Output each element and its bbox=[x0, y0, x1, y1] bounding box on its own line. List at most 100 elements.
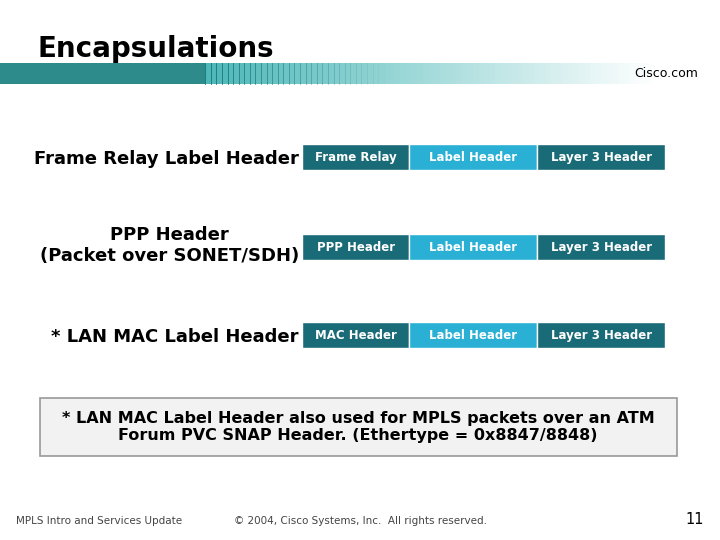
Text: MAC Header: MAC Header bbox=[315, 329, 397, 342]
Bar bbox=[302, 322, 409, 348]
Bar bbox=[294, 63, 301, 84]
Bar bbox=[484, 63, 490, 84]
Bar bbox=[317, 63, 323, 84]
Bar bbox=[618, 63, 624, 84]
Text: Label Header: Label Header bbox=[429, 151, 517, 164]
Bar bbox=[266, 63, 273, 84]
Bar bbox=[328, 63, 334, 84]
Bar bbox=[613, 63, 619, 84]
Bar bbox=[367, 63, 373, 84]
Bar bbox=[40, 398, 677, 456]
Bar bbox=[540, 63, 546, 84]
Bar bbox=[417, 63, 423, 84]
Bar bbox=[596, 63, 602, 84]
Bar bbox=[629, 63, 636, 84]
Bar bbox=[523, 63, 530, 84]
Bar bbox=[534, 63, 541, 84]
Bar bbox=[528, 63, 535, 84]
Bar bbox=[356, 63, 362, 84]
Text: Layer 3 Header: Layer 3 Header bbox=[551, 329, 652, 342]
Bar bbox=[284, 63, 289, 84]
Text: Cisco.com: Cisco.com bbox=[634, 67, 698, 80]
Bar bbox=[546, 63, 552, 84]
Bar bbox=[490, 63, 496, 84]
Text: PPP Header: PPP Header bbox=[317, 241, 395, 254]
Bar bbox=[473, 63, 480, 84]
Bar bbox=[409, 234, 537, 260]
Bar bbox=[0, 63, 205, 84]
Text: Encapsulations: Encapsulations bbox=[37, 35, 274, 63]
Bar bbox=[261, 63, 267, 84]
Bar bbox=[562, 63, 569, 84]
Bar bbox=[495, 63, 502, 84]
Bar bbox=[250, 63, 256, 84]
Bar bbox=[537, 234, 665, 260]
Bar bbox=[211, 63, 217, 84]
Bar bbox=[272, 63, 279, 84]
Text: Frame Relay Label Header: Frame Relay Label Header bbox=[34, 150, 299, 168]
Bar bbox=[350, 63, 356, 84]
Text: Label Header: Label Header bbox=[429, 241, 517, 254]
Bar bbox=[378, 63, 384, 84]
Bar bbox=[601, 63, 608, 84]
Bar bbox=[440, 63, 446, 84]
Bar bbox=[462, 63, 468, 84]
Bar bbox=[384, 63, 390, 84]
Bar bbox=[311, 63, 318, 84]
Bar bbox=[345, 63, 351, 84]
Bar bbox=[409, 144, 537, 170]
Bar bbox=[467, 63, 474, 84]
Bar bbox=[216, 63, 222, 84]
Bar bbox=[390, 63, 396, 84]
Bar bbox=[635, 63, 642, 84]
Bar bbox=[373, 63, 379, 84]
Bar bbox=[233, 63, 239, 84]
Bar bbox=[300, 63, 306, 84]
Bar bbox=[395, 63, 401, 84]
Bar bbox=[423, 63, 429, 84]
Bar bbox=[641, 63, 647, 84]
Bar bbox=[305, 63, 312, 84]
Bar bbox=[428, 63, 435, 84]
Bar bbox=[222, 63, 228, 84]
Bar bbox=[624, 63, 630, 84]
Bar bbox=[339, 63, 346, 84]
Bar bbox=[507, 63, 513, 84]
Bar bbox=[238, 63, 245, 84]
Bar bbox=[479, 63, 485, 84]
Bar bbox=[406, 63, 413, 84]
Bar bbox=[590, 63, 597, 84]
Bar bbox=[256, 63, 262, 84]
Bar bbox=[409, 322, 537, 348]
Bar bbox=[568, 63, 575, 84]
Bar bbox=[456, 63, 463, 84]
Text: © 2004, Cisco Systems, Inc.  All rights reserved.: © 2004, Cisco Systems, Inc. All rights r… bbox=[233, 516, 487, 526]
Bar bbox=[574, 63, 580, 84]
Bar bbox=[289, 63, 295, 84]
Text: Layer 3 Header: Layer 3 Header bbox=[551, 151, 652, 164]
Text: * LAN MAC Label Header: * LAN MAC Label Header bbox=[51, 328, 299, 347]
Text: Frame Relay: Frame Relay bbox=[315, 151, 397, 164]
Bar bbox=[537, 322, 665, 348]
Bar bbox=[579, 63, 585, 84]
Bar bbox=[434, 63, 440, 84]
Text: 11: 11 bbox=[685, 511, 704, 526]
Bar bbox=[585, 63, 591, 84]
Bar bbox=[451, 63, 457, 84]
Bar bbox=[445, 63, 451, 84]
Bar bbox=[323, 63, 328, 84]
Text: Label Header: Label Header bbox=[429, 329, 517, 342]
Bar bbox=[205, 63, 212, 84]
Bar bbox=[244, 63, 251, 84]
Text: MPLS Intro and Services Update: MPLS Intro and Services Update bbox=[16, 516, 182, 526]
Bar bbox=[302, 234, 409, 260]
Bar bbox=[302, 144, 409, 170]
Bar bbox=[537, 144, 665, 170]
Bar bbox=[333, 63, 340, 84]
Bar bbox=[512, 63, 518, 84]
Bar bbox=[518, 63, 524, 84]
Bar bbox=[557, 63, 563, 84]
Bar bbox=[552, 63, 557, 84]
Bar bbox=[646, 63, 652, 84]
Bar bbox=[412, 63, 418, 84]
